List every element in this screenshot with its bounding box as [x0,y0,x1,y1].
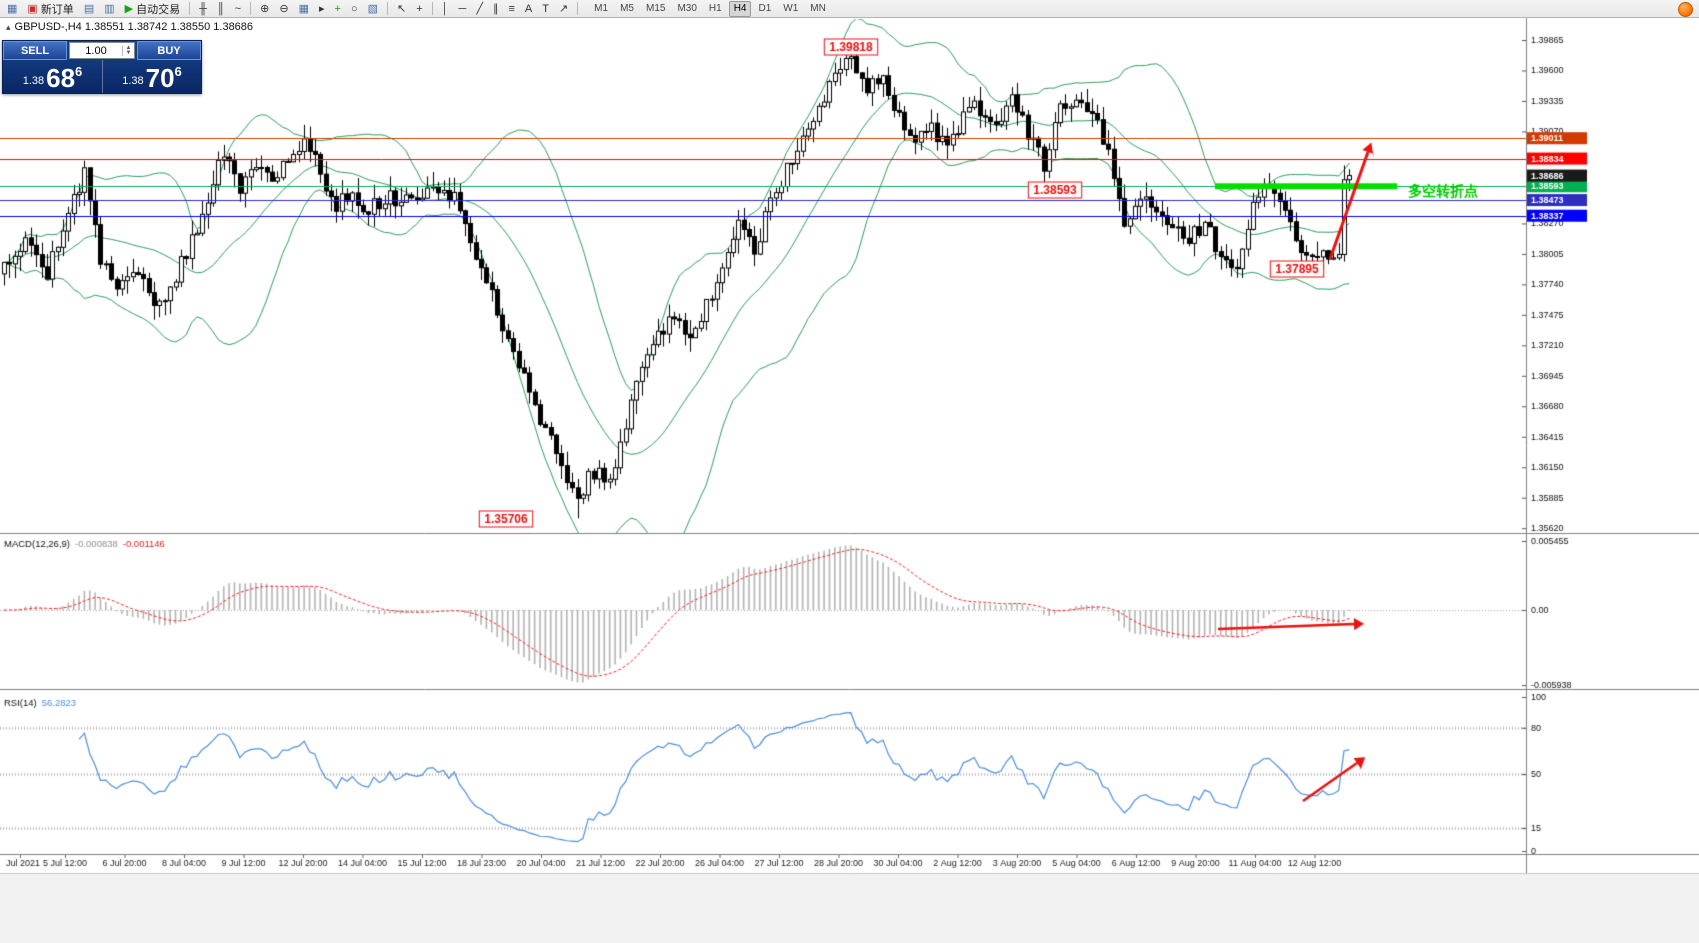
indicators-icon[interactable]: + [331,0,345,18]
spinner-up-icon[interactable]: ▲ [125,44,132,51]
crosshair-icon: + [416,2,423,15]
timeframe-button-d1[interactable]: D1 [758,2,772,14]
arrows-icon: ↗ [558,2,569,15]
channel-icon[interactable]: ∥ [489,0,503,18]
channel-icon: ∥ [492,2,499,15]
cursor-icon[interactable]: ↖ [393,0,410,18]
fibonacci-icon: ≡ [508,2,515,15]
notification-icon[interactable] [1678,2,1693,17]
fibonacci-icon[interactable]: ≡ [504,0,518,18]
timeframe-button-m30[interactable]: M30 [677,2,697,14]
sell-price-prefix: 1.38 [22,75,45,87]
bar-chart-icon: ╫ [199,2,207,15]
period-icon: ○ [350,2,358,15]
buy-price-big: 70 [145,63,175,93]
timeframe-button-w1[interactable]: W1 [783,2,799,14]
crosshair-icon[interactable]: + [412,0,426,18]
one-click-trading-panel: SELL ▲ ▼ BUY 1.38 68 6 1.38 70 6 [2,40,202,94]
line-chart-icon: ~ [234,2,242,15]
sell-price-sup: 6 [75,64,83,79]
text-icon[interactable]: A [521,0,536,18]
autotrade-button-label: 自动交易 [136,3,181,16]
autotrade-button[interactable]: ▶ 自动交易 [121,0,184,18]
toolbar-separator [577,2,579,15]
sell-button[interactable]: SELL [3,41,67,60]
horizontal-line-icon: ─ [458,2,467,15]
tile-windows-icon: ▦ [298,2,309,15]
timeframe-button-m15[interactable]: M15 [645,2,666,14]
timeframe-button-h4[interactable]: H4 [728,0,752,17]
text-label-icon[interactable]: T [538,0,553,18]
arrows-icon[interactable]: ↗ [555,0,572,18]
volume-input[interactable] [70,43,122,58]
timeframe-button-m5[interactable]: M5 [620,2,634,14]
templates-icon: ▧ [367,2,378,15]
toolbar-separator [387,2,388,15]
chart-list-icon[interactable]: ▤ [80,0,98,18]
timeframe-button-h1[interactable]: H1 [708,2,722,14]
indicators-icon: + [334,2,341,15]
period-icon[interactable]: ○ [347,0,362,18]
volume-box: ▲ ▼ [69,42,135,59]
sell-price-big: 68 [46,63,76,93]
text-icon: A [524,2,533,15]
toolbar-separator [250,2,252,15]
vertical-line-icon: │ [441,2,449,15]
data-window-icon[interactable]: ▥ [100,0,118,18]
cursor-icon: ↖ [397,2,407,15]
trendline-icon: ╱ [476,2,483,15]
sell-price[interactable]: 1.38 68 6 [3,60,102,93]
zoom-in-icon: ⊕ [260,2,270,15]
tile-windows-icon[interactable]: ▦ [295,0,313,18]
templates-icon[interactable]: ▧ [364,0,382,18]
toolbar-separator [431,2,433,15]
chart-title: ▴ GBPUSD-,H4 1.38551 1.38742 1.38550 1.3… [6,21,253,33]
text-label-icon: T [542,2,549,15]
candlestick-chart-icon: ║ [216,2,225,15]
chart-window-icon: ▦ [7,2,18,15]
auto-scroll-icon: ▸ [318,2,325,15]
new-order-button[interactable]: ▣ 新订单 [23,0,77,18]
buy-price[interactable]: 1.38 70 6 [102,60,201,93]
chart-window-icon[interactable]: ▦ [3,0,21,18]
autotrade-button: ▶ [124,2,134,15]
toolbar: ▦ ▣ 新订单 ▤ ▥ ▶ 自动交易 ╫ ║ ~ ⊕ ⊖ ▦ ▸ + ○ ▧ ↖ + │ ─ ╱ ∥ ≡ A T ↗ M1 M5 M15… [0,0,1699,18]
chart-list-icon: ▤ [83,2,95,15]
one-click-collapse-icon[interactable]: ▴ [6,21,11,32]
timeframe-button-mn[interactable]: MN [810,2,826,14]
spinner-down-icon[interactable]: ▼ [125,49,132,56]
bar-chart-icon[interactable]: ╫ [195,0,211,18]
zoom-out-icon: ⊖ [279,2,289,15]
symbol-ohlc-label: GBPUSD-,H4 1.38551 1.38742 1.38550 1.386… [14,21,254,33]
timeframe-button-m1[interactable]: M1 [594,2,609,14]
new-order-button-label: 新订单 [40,3,74,16]
buy-price-sup: 6 [174,64,182,79]
candlestick-chart-icon[interactable]: ║ [213,0,229,18]
buy-price-prefix: 1.38 [122,75,144,87]
zoom-in-icon[interactable]: ⊕ [256,0,273,18]
new-order-button: ▣ [27,2,38,15]
vertical-line-icon[interactable]: │ [438,0,453,18]
trendline-icon[interactable]: ╱ [472,0,487,18]
volume-spinner[interactable]: ▲ ▼ [122,44,134,56]
zoom-out-icon[interactable]: ⊖ [275,0,292,18]
horizontal-line-icon[interactable]: ─ [455,0,471,18]
buy-button[interactable]: BUY [137,41,201,60]
line-chart-icon[interactable]: ~ [231,0,245,18]
auto-scroll-icon[interactable]: ▸ [315,0,329,18]
data-window-icon: ▥ [104,2,115,15]
toolbar-separator [189,2,191,15]
